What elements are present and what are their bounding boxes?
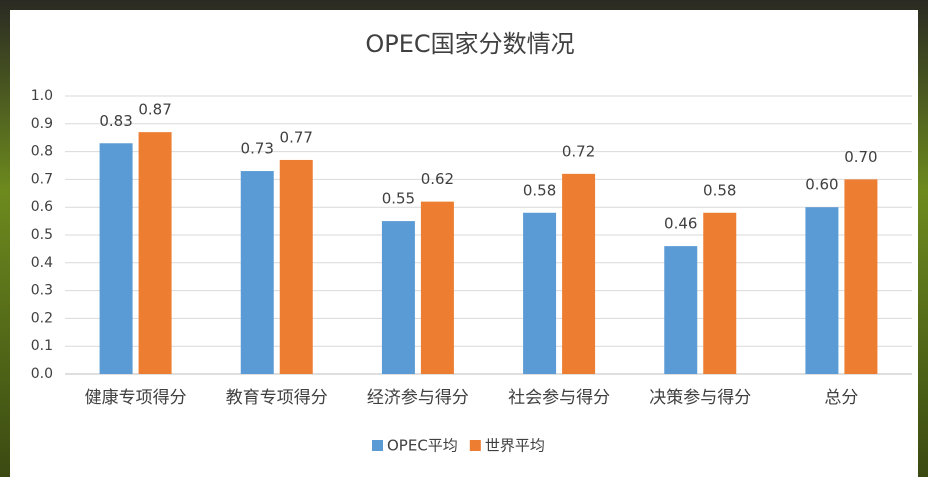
data-label: 0.87 [138, 101, 171, 119]
data-label: 0.83 [99, 112, 132, 130]
x-tick-label: 教育专项得分 [226, 388, 328, 408]
y-tick-label: 1.0 [31, 88, 53, 104]
data-label: 0.62 [421, 170, 454, 188]
y-tick-label: 0.4 [31, 255, 53, 271]
legend-swatch [469, 440, 481, 451]
x-tick-label: 总分 [824, 388, 858, 408]
data-label: 0.60 [805, 176, 838, 194]
bar [381, 221, 415, 374]
bar [562, 173, 596, 374]
bar [703, 212, 737, 374]
legend-label: OPEC平均 [387, 437, 458, 455]
data-label: 0.77 [280, 128, 313, 146]
y-tick-label: 0.8 [31, 144, 53, 160]
x-tick-label: 社会参与得分 [508, 388, 610, 408]
legend-swatch [372, 440, 383, 451]
bar [240, 171, 274, 374]
bar [138, 132, 172, 374]
bar [844, 179, 878, 374]
y-tick-label: 0.0 [31, 366, 53, 382]
data-label: 0.72 [562, 142, 595, 160]
bar [420, 201, 454, 374]
bar [99, 143, 133, 374]
bar [805, 207, 839, 374]
bar [279, 159, 313, 374]
bar [664, 246, 698, 374]
data-label: 0.58 [703, 181, 736, 199]
x-tick-label: 决策参与得分 [649, 388, 751, 408]
y-tick-label: 0.5 [31, 227, 53, 243]
data-label: 0.55 [382, 190, 415, 208]
y-tick-label: 0.2 [31, 310, 53, 326]
y-tick-label: 0.3 [31, 283, 53, 299]
data-label: 0.46 [664, 215, 697, 233]
data-label: 0.73 [241, 140, 274, 158]
chart-title: OPEC国家分数情况 [365, 30, 574, 58]
data-label: 0.70 [844, 148, 877, 166]
y-tick-label: 0.6 [31, 199, 53, 215]
y-tick-label: 0.9 [31, 116, 53, 132]
data-label: 0.58 [523, 181, 556, 199]
x-tick-label: 经济参与得分 [367, 388, 469, 408]
y-tick-label: 0.1 [31, 338, 53, 354]
x-tick-label: 健康专项得分 [85, 388, 187, 408]
legend-label: 世界平均 [485, 437, 545, 455]
bar [523, 212, 557, 374]
y-tick-label: 0.7 [31, 171, 53, 187]
